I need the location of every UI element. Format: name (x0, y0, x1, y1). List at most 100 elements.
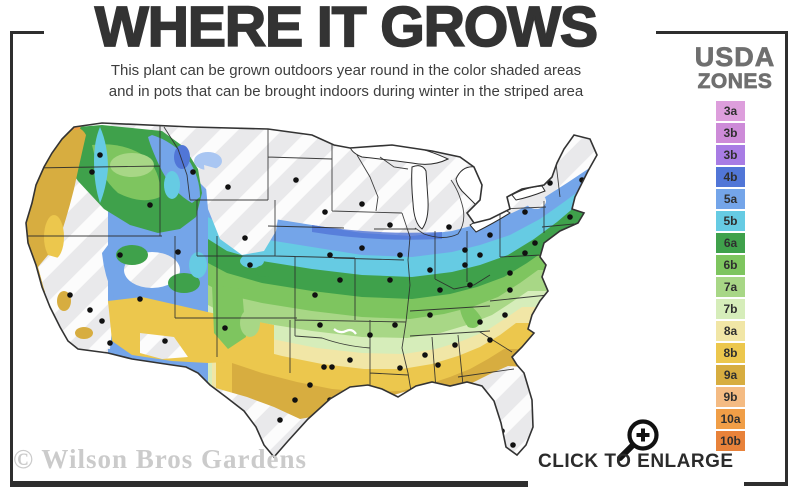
montana-blue-patch (148, 135, 200, 203)
city-dot (462, 247, 468, 253)
sierra-blue-sliver (102, 245, 126, 299)
page-title: WHERE IT GROWS (94, 0, 599, 60)
idaho-4b-patch (174, 145, 190, 169)
city-dot (107, 340, 113, 346)
city-dot (292, 397, 298, 403)
city-dot (387, 277, 393, 283)
lake-michigan (411, 165, 429, 230)
city-dot (490, 414, 496, 420)
watermark: © Wilson Bros Gardens (13, 444, 307, 474)
idaho-cyan-patch (164, 171, 180, 199)
city-dot (347, 357, 353, 363)
frame-left-line (10, 31, 13, 487)
legend-zone-10a: 10a (716, 409, 745, 429)
city-dot (99, 318, 105, 324)
city-dot (397, 365, 403, 371)
nevada-green-patch (116, 245, 148, 265)
city-dot (392, 322, 398, 328)
frame-top-left-segment (10, 31, 44, 34)
city-dot (247, 262, 253, 268)
city-dot (307, 382, 313, 388)
city-dot (242, 235, 248, 241)
city-dot (507, 287, 513, 293)
city-dot (452, 342, 458, 348)
rockies-striped-gray (204, 165, 280, 255)
new-mexico-green (212, 285, 246, 349)
city-dot (507, 270, 513, 276)
legend-zone-8a: 8a (716, 321, 745, 341)
city-dot (97, 152, 103, 158)
magnifier-zoom-in-icon[interactable] (606, 408, 668, 470)
city-dot (162, 338, 168, 344)
city-dot (293, 177, 299, 183)
legend-zone-3b: 3b (716, 145, 745, 165)
city-dot (392, 397, 398, 403)
frame-top-right-segment (656, 31, 788, 34)
city-dot (329, 364, 335, 370)
city-dot (277, 417, 283, 423)
usda-zone-legend: 3a 3b 3b 4b 5a 5b 6a 6b 7a 7b 8a 8b 9a 9b 10a 10b (716, 101, 745, 453)
city-dot (462, 262, 468, 268)
city-dot (327, 252, 333, 258)
city-dot (87, 307, 93, 313)
city-dot (502, 312, 508, 318)
city-dot (89, 169, 95, 175)
city-dot (467, 282, 473, 288)
city-dot (427, 312, 433, 318)
legend-zone-10b: 10b (716, 431, 745, 451)
socal-gold-patch-2 (75, 327, 93, 339)
city-dot (487, 232, 493, 238)
city-dot (532, 240, 538, 246)
adirondack-gray-patch (526, 193, 546, 209)
river-squiggle (333, 328, 357, 335)
city-dot (547, 180, 553, 186)
colorado-green-patch (255, 265, 275, 277)
city-dot (367, 332, 373, 338)
city-dot (427, 267, 433, 273)
city-dot (397, 252, 403, 258)
cascades-patch (94, 127, 108, 203)
city-dot (435, 362, 441, 368)
legend-zone-4b: 4b (716, 167, 745, 187)
lake-ontario (511, 185, 546, 201)
city-dot (422, 352, 428, 358)
city-dot (137, 296, 143, 302)
city-dot (175, 249, 181, 255)
usda-zones-map[interactable] (12, 105, 667, 477)
legend-zone-3a: 3a (716, 101, 745, 121)
appalachian-green-tongue (459, 300, 482, 328)
legend-zone-9b: 9b (716, 387, 745, 407)
legend-zone-7b: 7b (716, 299, 745, 319)
frame-right-line (785, 31, 788, 486)
city-dot (522, 209, 528, 215)
utah-green-patch (168, 273, 200, 293)
legend-zone-6a: 6a (716, 233, 745, 253)
usda-zones-heading: USDA ZONES (680, 42, 790, 93)
city-dot (67, 292, 73, 298)
legend-zone-6b: 6b (716, 255, 745, 275)
city-dot (477, 319, 483, 325)
city-dot (321, 364, 327, 370)
usda-heading-line2: ZONES (697, 70, 773, 93)
city-dot (359, 201, 365, 207)
city-dot (359, 245, 365, 251)
click-to-enlarge-button[interactable]: CLICK TO ENLARGE (538, 451, 734, 472)
montana-pale-blue-patch (194, 152, 222, 170)
new-mexico-7a-patch (240, 309, 260, 337)
city-dot (117, 252, 123, 258)
legend-zone-5b: 5b (716, 211, 745, 231)
city-dot (437, 287, 443, 293)
subtitle: This plant can be grown outdoors year ro… (0, 60, 692, 102)
subtitle-line-2: and in pots that can be brought indoors … (108, 83, 584, 100)
city-dot (477, 252, 483, 258)
city-dot (462, 387, 468, 393)
legend-zone-3b: 3b (716, 123, 745, 143)
city-dot (317, 322, 323, 328)
city-dot (387, 222, 393, 228)
city-dot (312, 292, 318, 298)
city-dot (147, 202, 153, 208)
legend-zone-5a: 5a (716, 189, 745, 209)
central-valley-gold (44, 215, 64, 259)
usda-heading-line1: USDA (694, 42, 776, 72)
city-dot (446, 224, 452, 230)
